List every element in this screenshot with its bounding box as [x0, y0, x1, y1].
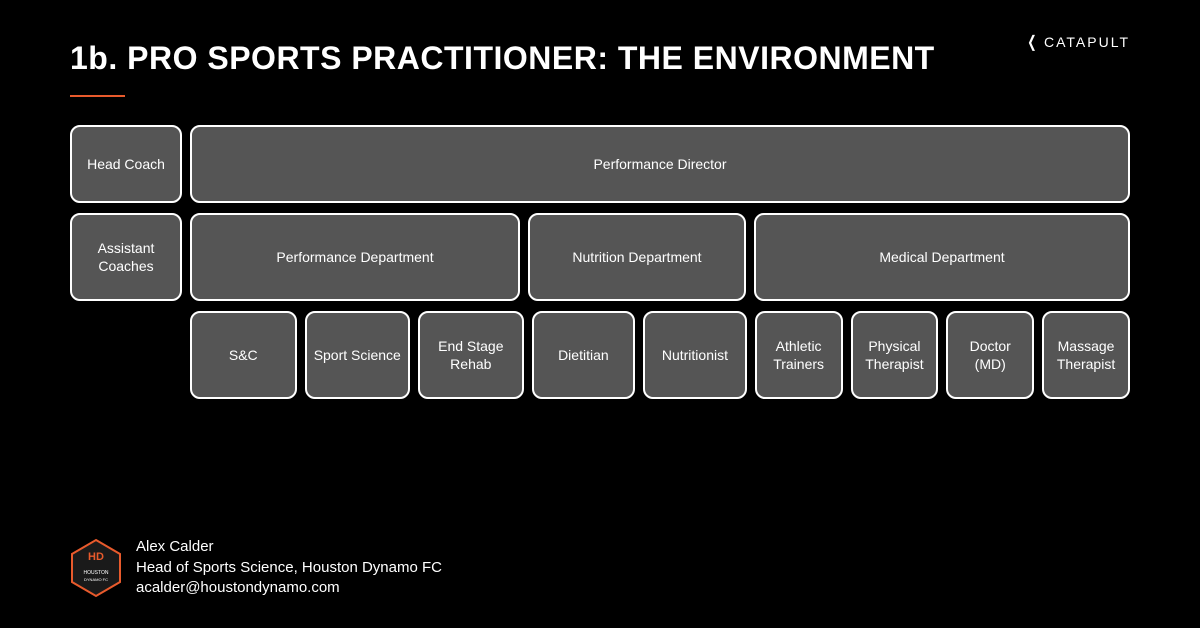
- brand-text: CATAPULT: [1044, 34, 1130, 50]
- org-box: Sport Science: [305, 311, 411, 399]
- org-chart: Head CoachPerformance DirectorAssistant …: [0, 97, 1200, 399]
- org-box: Doctor (MD): [946, 311, 1034, 399]
- org-box: Medical Department: [754, 213, 1130, 301]
- logo-text-bottom: DYNAMO FC: [84, 577, 108, 582]
- logo-text-top: HOUSTON: [84, 570, 109, 576]
- org-box: Massage Therapist: [1042, 311, 1130, 399]
- org-box: Physical Therapist: [851, 311, 939, 399]
- brand-arrow-icon: ❮: [1027, 32, 1038, 52]
- footer: HD HOUSTON DYNAMO FC Alex Calder Head of…: [70, 537, 442, 598]
- org-box: S&C: [190, 311, 297, 399]
- org-box: Athletic Trainers: [755, 311, 843, 399]
- org-box: Performance Director: [190, 125, 1130, 203]
- org-box: Nutritionist: [643, 311, 747, 399]
- svg-text:HD: HD: [88, 551, 104, 563]
- org-row: Head CoachPerformance Director: [70, 125, 1130, 203]
- org-box: End Stage Rehab: [418, 311, 524, 399]
- org-row: Assistant CoachesPerformance DepartmentN…: [70, 213, 1130, 301]
- brand-logo: ❮ CATAPULT: [1025, 32, 1130, 52]
- org-box: Nutrition Department: [528, 213, 746, 301]
- presenter-role: Head of Sports Science, Houston Dynamo F…: [136, 558, 442, 578]
- org-box: Head Coach: [70, 125, 182, 203]
- page-title: 1b. PRO SPORTS PRACTITIONER: THE ENVIRON…: [70, 40, 935, 77]
- presenter-email: acalder@houstondynamo.com: [136, 578, 442, 598]
- org-box: Assistant Coaches: [70, 213, 182, 301]
- org-box: Dietitian: [532, 311, 636, 399]
- presenter-name: Alex Calder: [136, 537, 442, 557]
- team-logo: HD HOUSTON DYNAMO FC: [70, 538, 122, 598]
- org-row: S&CSport ScienceEnd Stage RehabDietitian…: [70, 311, 1130, 399]
- org-box: Performance Department: [190, 213, 520, 301]
